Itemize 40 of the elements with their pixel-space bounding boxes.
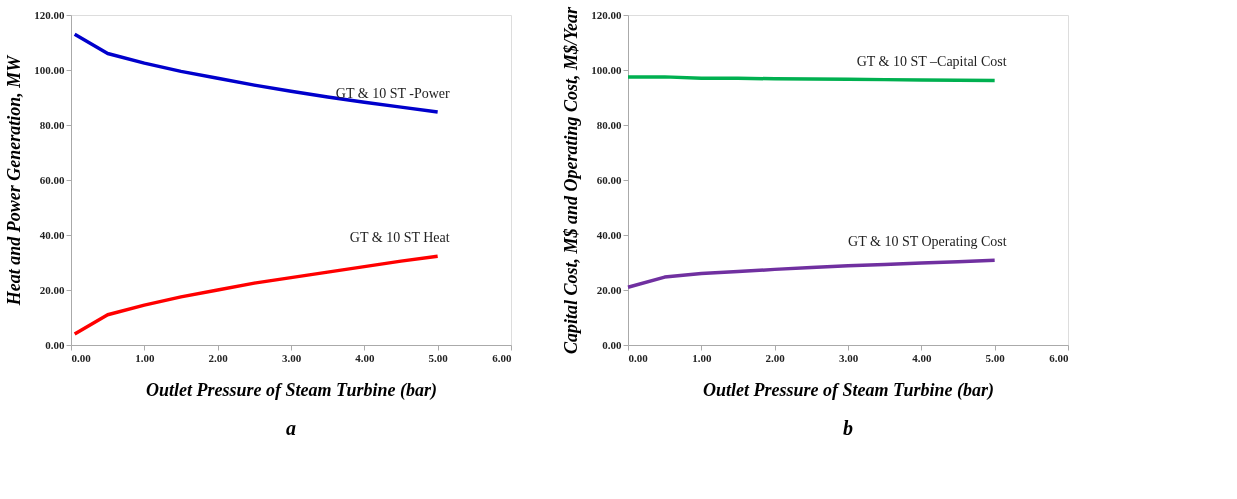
series-label: GT & 10 ST -Power xyxy=(335,86,450,102)
text: b xyxy=(843,417,853,439)
y-tick-label: 100.00 xyxy=(34,63,65,76)
y-axis-title: Heat and Power Generation, MW xyxy=(4,53,25,307)
x-tick-label: 0.00 xyxy=(71,351,92,364)
series-label: GT & 10 ST Heat xyxy=(349,230,450,246)
y-tick-label: 120.00 xyxy=(34,8,65,21)
y-tick-label: 20.00 xyxy=(39,283,65,296)
y-tick-label: 40.00 xyxy=(39,228,65,241)
x-axis-title: Outlet Pressure of Steam Turbine (bar) xyxy=(703,379,994,401)
y-tick-label: 20.00 xyxy=(596,283,622,296)
x-tick-label: 1.00 xyxy=(135,351,155,364)
x-tick-label: 1.00 xyxy=(692,351,712,364)
y-tick-label: 40.00 xyxy=(596,228,622,241)
x-tick-label: 4.00 xyxy=(355,351,375,364)
y-tick-label: 80.00 xyxy=(39,118,65,131)
x-tick-label: 6.00 xyxy=(1049,351,1069,364)
y-tick-label: 60.00 xyxy=(596,173,622,186)
y-axis-title: Capital Cost, M$ and Operating Cost, M$/Year xyxy=(561,5,582,355)
y-tick-label: 120.00 xyxy=(591,8,622,21)
line-series xyxy=(72,254,440,336)
x-axis-title: Outlet Pressure of Steam Turbine (bar) xyxy=(146,379,437,401)
y-tick-label: 80.00 xyxy=(596,118,622,131)
y-tick-label: 0.00 xyxy=(45,338,65,351)
x-tick-label: 5.00 xyxy=(428,351,449,364)
x-tick-label: 2.00 xyxy=(208,351,229,364)
x-tick-label: 5.00 xyxy=(985,351,1006,364)
x-tick-label: 3.00 xyxy=(281,351,302,364)
y-tick-label: 100.00 xyxy=(591,63,622,76)
series-label: GT & 10 ST –Capital Cost xyxy=(856,54,1007,70)
y-tick-label: 60.00 xyxy=(39,173,65,186)
x-tick-label: 0.00 xyxy=(628,351,649,364)
series-label: GT & 10 ST Operating Cost xyxy=(848,234,1007,250)
text: a xyxy=(286,417,296,439)
x-tick-label: 6.00 xyxy=(492,351,512,364)
y-tick-label: 0.00 xyxy=(602,338,622,351)
x-tick-label: 3.00 xyxy=(838,351,859,364)
x-tick-label: 2.00 xyxy=(765,351,786,364)
line-series xyxy=(626,258,997,289)
x-tick-label: 4.00 xyxy=(912,351,932,364)
